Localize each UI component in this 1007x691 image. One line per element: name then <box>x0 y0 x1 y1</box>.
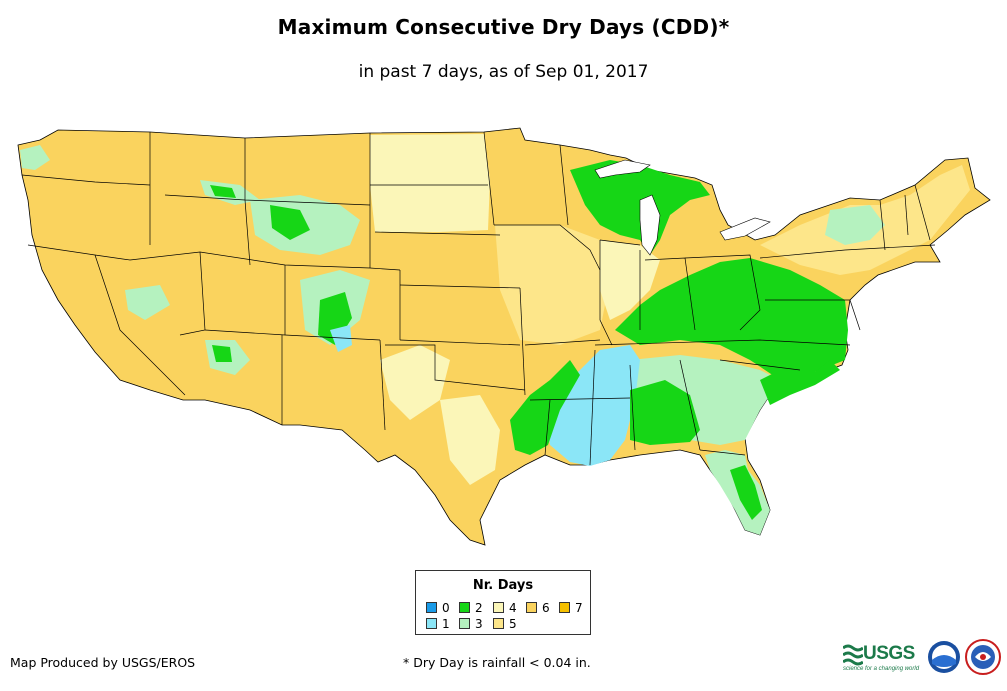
legend-label-7: 7 <box>575 601 583 615</box>
legend-item-5: 5 <box>493 618 517 631</box>
usgs-wordmark: USGS <box>863 643 915 664</box>
legend-item-3: 3 <box>459 618 483 631</box>
lake-erie <box>719 217 771 241</box>
legend-item-6: 6 <box>526 602 550 615</box>
legend: Nr. Days 0 1 2 3 4 5 6 7 <box>415 570 591 635</box>
agency-logos: USGS science for a changing world <box>843 636 1003 682</box>
usgs-tagline: science for a changing world <box>843 666 920 672</box>
region-ohio-valley-2 <box>615 258 848 380</box>
legend-item-1: 1 <box>426 618 450 631</box>
legend-swatch-1 <box>426 618 437 629</box>
region-new-england-3 <box>825 205 885 245</box>
legend-item-7: 7 <box>559 602 583 615</box>
legend-label-3: 3 <box>475 617 483 631</box>
legend-title: Nr. Days <box>472 578 534 593</box>
legend-label-6: 6 <box>542 601 550 615</box>
legend-label-5: 5 <box>509 617 517 631</box>
legend-swatch-5 <box>493 618 504 629</box>
legend-item-2: 2 <box>459 602 483 615</box>
region-nevada-3 <box>125 285 170 320</box>
legend-label-1: 1 <box>442 617 450 631</box>
legend-swatch-7 <box>559 602 570 613</box>
map-subtitle: in past 7 days, as of Sep 01, 2017 <box>358 62 649 82</box>
lake-michigan <box>639 194 661 256</box>
credit-text: Map Produced by USGS/EROS <box>10 655 196 670</box>
legend-swatch-4 <box>493 602 504 613</box>
legend-swatch-3 <box>459 618 470 629</box>
legend-label-4: 4 <box>509 601 517 615</box>
region-alabama-2 <box>630 380 700 445</box>
legend-swatch-2 <box>459 602 470 613</box>
region-florida-2 <box>730 465 762 520</box>
region-carolinas-2 <box>760 360 840 405</box>
region-washington-3 <box>20 145 50 170</box>
nws-logo-icon <box>965 639 1001 675</box>
noaa-logo-icon <box>928 641 960 673</box>
region-south-texas-4 <box>440 395 500 485</box>
region-iowa-missouri-5 <box>495 225 610 345</box>
usgs-logo-icon <box>843 644 863 666</box>
legend-swatch-0 <box>426 602 437 613</box>
map-title: Maximum Consecutive Dry Days (CDD)* <box>277 15 730 39</box>
legend-item-4: 4 <box>493 602 517 615</box>
region-colorado-2 <box>318 292 352 345</box>
legend-item-0: 0 <box>426 602 450 615</box>
legend-label-2: 2 <box>475 601 483 615</box>
state-boundaries <box>21 131 936 466</box>
footnote-text: * Dry Day is rainfall < 0.04 in. <box>403 655 591 670</box>
region-northern-plains-4 <box>370 134 490 232</box>
region-wyoming-2 <box>270 205 310 240</box>
legend-label-0: 0 <box>442 601 450 615</box>
region-east-texas-2 <box>510 360 580 455</box>
region-west-texas-4 <box>380 345 450 420</box>
region-arizona-2 <box>212 345 232 362</box>
region-colorado-1 <box>330 325 352 352</box>
region-montana-2 <box>210 185 236 198</box>
lake-superior <box>594 159 651 179</box>
legend-swatch-6 <box>526 602 537 613</box>
